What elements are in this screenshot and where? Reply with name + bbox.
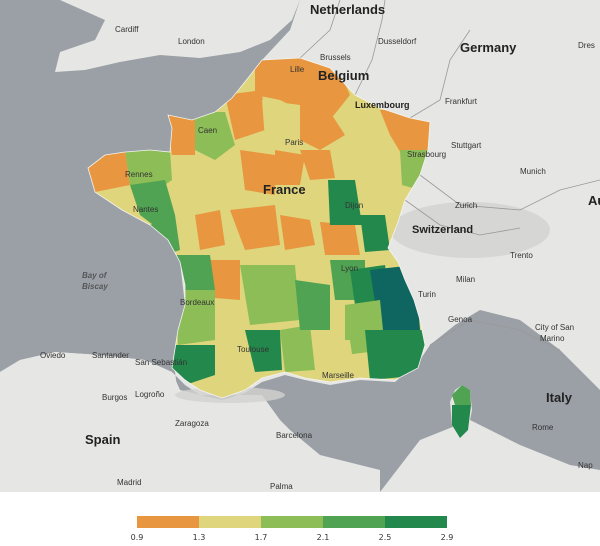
label-france: France	[263, 182, 306, 197]
label-austria-partial: Au	[588, 193, 600, 208]
label-bordeaux: Bordeaux	[180, 298, 214, 307]
label-trento: Trento	[510, 251, 533, 260]
label-dijon: Dijon	[345, 201, 363, 210]
region-centre-3	[230, 205, 280, 250]
legend-swatch-5	[385, 516, 447, 528]
label-dusseldorf: Dusseldorf	[378, 37, 417, 46]
label-naples-partial: Nap	[578, 461, 593, 470]
region-corsica-south	[452, 405, 471, 438]
label-zaragoza: Zaragoza	[175, 419, 209, 428]
label-bay-of-line1: Bay of	[82, 271, 108, 280]
label-london: London	[178, 37, 205, 46]
label-marseille: Marseille	[322, 371, 355, 380]
label-bay-of-line2: Biscay	[82, 282, 108, 291]
region-massif-central	[240, 265, 300, 325]
label-city-of-san: City of San	[535, 323, 574, 332]
label-netherlands: Netherlands	[310, 2, 385, 17]
legend-tick-5: 2.9	[441, 533, 454, 542]
label-lille: Lille	[290, 65, 305, 74]
region-normandy-orange	[165, 110, 195, 155]
label-burgos: Burgos	[102, 393, 127, 402]
label-toulouse: Toulouse	[237, 345, 270, 354]
label-strasbourg: Strasbourg	[407, 150, 446, 159]
region-burgundy-dark	[328, 180, 362, 225]
country-borders	[299, 0, 600, 351]
region-gironde	[175, 255, 215, 290]
region-pyrenees	[215, 345, 262, 398]
label-spain: Spain	[85, 432, 120, 447]
label-switzerland: Switzerland	[412, 224, 473, 236]
label-luxembourg: Luxembourg	[355, 100, 410, 110]
label-paris: Paris	[285, 138, 303, 147]
region-picardie	[262, 100, 300, 140]
uk-landmass	[55, 0, 300, 72]
region-vendee	[150, 215, 180, 255]
region-marseille	[315, 340, 355, 378]
region-corsica-north	[452, 385, 471, 405]
label-frankfurt: Frankfurt	[445, 97, 478, 106]
region-northeast-orange	[300, 110, 345, 150]
label-turin: Turin	[418, 290, 436, 299]
label-brussels: Brussels	[320, 53, 351, 62]
legend: 0.9 1.3 1.7 2.1 2.5 2.9	[0, 492, 600, 546]
region-nord	[255, 58, 350, 120]
label-munich: Munich	[520, 167, 546, 176]
legend-swatch-3	[261, 516, 323, 528]
region-occitanie-green	[280, 325, 315, 372]
label-belgium: Belgium	[318, 68, 369, 83]
sardinia-landmass	[450, 458, 478, 492]
legend-tick-0: 0.9	[131, 533, 144, 542]
label-rennes: Rennes	[125, 170, 153, 179]
region-lorraine-orange	[380, 110, 430, 160]
region-toulouse	[245, 330, 282, 372]
region-loire-valley	[175, 175, 210, 215]
label-dresden-partial: Dres	[578, 41, 595, 50]
region-centre-4	[280, 215, 315, 250]
label-zurich: Zurich	[455, 201, 477, 210]
alps-relief	[390, 202, 550, 258]
label-germany: Germany	[460, 40, 517, 55]
region-pays-loire	[195, 210, 225, 250]
label-genoa: Genoa	[448, 315, 473, 324]
region-champagne	[345, 140, 385, 180]
region-landes	[170, 345, 215, 385]
label-lyon: Lyon	[341, 264, 358, 273]
label-italy: Italy	[546, 390, 573, 405]
iberia-landmass	[0, 352, 360, 492]
label-palma: Palma	[270, 482, 293, 491]
legend-swatch-2	[199, 516, 261, 528]
region-limousin	[210, 260, 240, 300]
legend-swatch-4	[323, 516, 385, 528]
label-stuttgart: Stuttgart	[451, 141, 482, 150]
region-loire-west	[130, 180, 175, 230]
region-centre-2	[275, 150, 305, 185]
legend-tick-2: 1.7	[255, 533, 268, 542]
label-caen: Caen	[198, 126, 217, 135]
label-nantes: Nantes	[133, 205, 158, 214]
label-barcelona: Barcelona	[276, 431, 313, 440]
label-oviedo: Oviedo	[40, 351, 66, 360]
legend-tick-1: 1.3	[193, 533, 206, 542]
region-franche-comte	[360, 215, 390, 252]
label-santander: Santander	[92, 351, 129, 360]
legend-tick-3: 2.1	[317, 533, 330, 542]
legend-tick-4: 2.5	[379, 533, 392, 542]
region-normandy-green	[195, 112, 235, 160]
label-cardiff: Cardiff	[115, 25, 139, 34]
region-centre-1	[240, 150, 275, 195]
legend-swatch-1	[137, 516, 199, 528]
region-auvergne	[295, 280, 330, 330]
label-madrid: Madrid	[117, 478, 141, 487]
label-marino: Marino	[540, 334, 565, 343]
france-outline	[87, 57, 431, 399]
label-san-sebastian: San Sebastián	[135, 358, 187, 367]
region-bourbonnais	[300, 150, 335, 180]
region-cote-azur	[365, 330, 425, 380]
label-milan: Milan	[456, 275, 475, 284]
region-burgundy-orange	[320, 222, 360, 255]
france-choropleth-map: Netherlands Germany Belgium Luxembourg F…	[0, 0, 600, 492]
label-logrono: Logroño	[135, 390, 165, 399]
region-upper-normandy	[225, 90, 265, 140]
label-rome: Rome	[532, 423, 554, 432]
